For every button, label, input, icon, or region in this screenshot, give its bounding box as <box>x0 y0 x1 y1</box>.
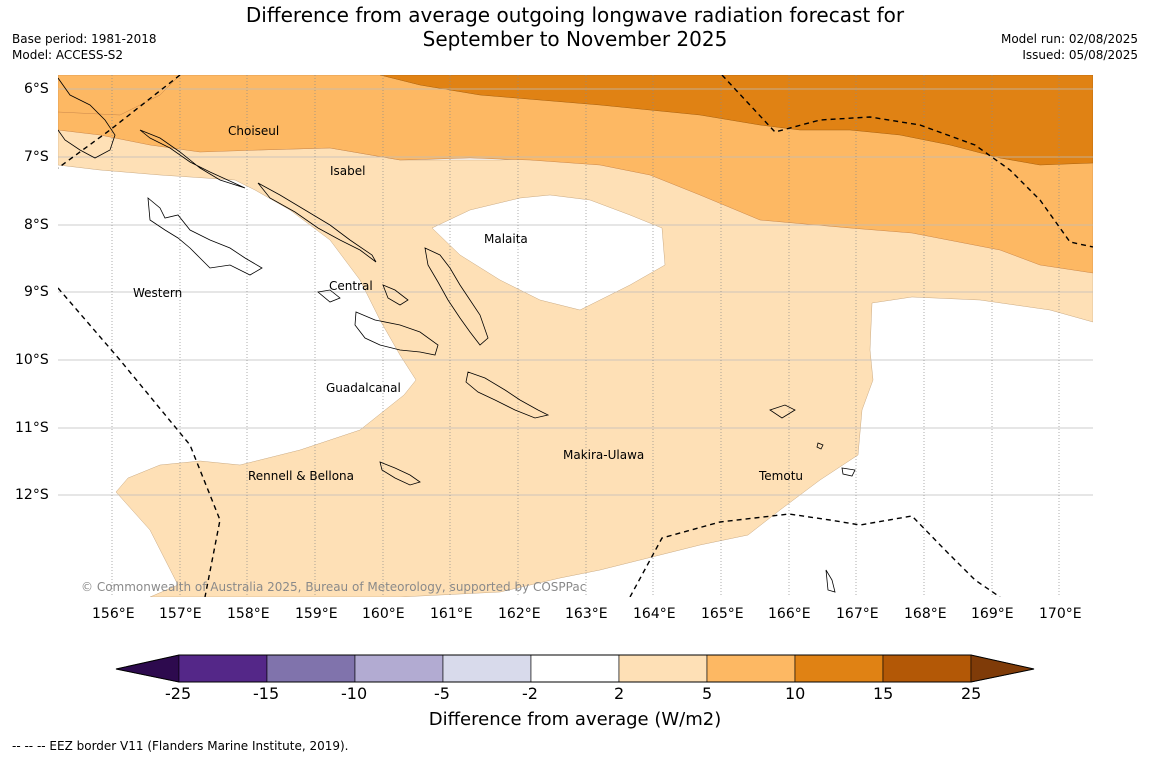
coastlines <box>58 77 856 593</box>
lon-tick-169e: 169°E <box>971 606 1014 622</box>
colorbar-bin-2 <box>266 654 356 683</box>
lon-tick-156e: 156°E <box>92 606 135 622</box>
colorbar-bin-1 <box>178 654 268 683</box>
guadalcanal-coast <box>354 311 439 356</box>
colorbar-tick-neg15: -15 <box>253 684 280 703</box>
lat-tick-7s: 7°S <box>24 149 49 165</box>
new-georgia-coast <box>147 197 263 276</box>
colorbar-tick-15: 15 <box>873 684 894 703</box>
colorbar-tick-neg25: -25 <box>165 684 192 703</box>
bougainville-coast <box>58 77 116 159</box>
colorbar-tick-25: 25 <box>961 684 982 703</box>
nendo-coast <box>769 404 796 419</box>
map-title: Difference from average outgoing longwav… <box>0 3 1150 51</box>
lat-tick-9s: 9°S <box>24 284 49 300</box>
region-label-guadalcanal: Guadalcanal <box>326 381 401 395</box>
makira-coast <box>465 371 550 419</box>
colorbar-tick-neg5: -5 <box>434 684 450 703</box>
lat-tick-6s: 6°S <box>24 81 49 97</box>
region-label-choiseul: Choiseul <box>228 124 280 138</box>
anomaly-region-5-10-west <box>58 75 181 116</box>
florida-islands-coast <box>317 289 341 303</box>
colorbar-bin-4 <box>442 654 532 683</box>
meta-left: Base period: 1981-2018 Model: ACCESS-S2 <box>12 31 157 63</box>
region-label-isabel: Isabel <box>330 164 366 178</box>
eez-border-note: -- -- -- EEZ border V11 (Flanders Marine… <box>12 739 349 753</box>
lon-tick-166e: 166°E <box>768 606 811 622</box>
lon-tick-160e: 160°E <box>362 606 405 622</box>
lon-tick-165e: 165°E <box>701 606 744 622</box>
anuta-coast <box>825 569 836 593</box>
colorbar-bin-6 <box>618 654 708 683</box>
lon-tick-158e: 158°E <box>227 606 270 622</box>
region-label-temotu: Temotu <box>759 469 804 483</box>
colorbar <box>115 654 1035 683</box>
lat-tick-10s: 10°S <box>15 352 49 368</box>
lon-tick-168e: 168°E <box>904 606 947 622</box>
region-label-central: Central <box>329 279 373 293</box>
rennell-coast <box>379 461 421 486</box>
colorbar-under-triangle <box>115 654 180 683</box>
colorbar-outline <box>115 654 1035 683</box>
anomaly-region-10-15 <box>379 75 1093 166</box>
lon-tick-159e: 159°E <box>295 606 338 622</box>
lon-tick-164e: 164°E <box>633 606 676 622</box>
copyright-notice: © Commonwealth of Australia 2025, Bureau… <box>81 580 587 594</box>
lat-tick-12s: 12°S <box>15 487 49 503</box>
colorbar-bin-3 <box>354 654 444 683</box>
colorbar-label: Difference from average (W/m2) <box>428 709 722 730</box>
colorbar-tick-5: 5 <box>702 684 713 703</box>
colorbar-tick-neg10: -10 <box>341 684 368 703</box>
title-line-2: September to November 2025 <box>422 27 728 51</box>
eez-borders <box>58 75 1093 597</box>
region-label-malaita: Malaita <box>484 232 528 246</box>
colorbar-bin-7 <box>706 654 796 683</box>
model-name: Model: ACCESS-S2 <box>12 48 124 62</box>
colorbar-over-triangle <box>970 654 1035 683</box>
title-line-1: Difference from average outgoing longwav… <box>245 3 905 27</box>
colorbar-tick-neg2: -2 <box>522 684 538 703</box>
neutral-region-malaita <box>431 194 666 311</box>
region-label-makira-ulawa: Makira-Ulawa <box>563 448 645 462</box>
isabel-coast <box>257 182 377 263</box>
utupua-coast <box>816 442 824 450</box>
model-run: Model run: 02/08/2025 <box>1000 32 1138 46</box>
lon-tick-167e: 167°E <box>836 606 879 622</box>
lon-tick-157e: 157°E <box>159 606 202 622</box>
lon-tick-170e: 170°E <box>1039 606 1082 622</box>
issued-date: Issued: 05/08/2025 <box>1022 48 1138 62</box>
lat-tick-8s: 8°S <box>24 217 49 233</box>
vanikoro-coast <box>841 467 856 477</box>
lat-tick-11s: 11°S <box>15 420 49 436</box>
graticule <box>58 88 1093 496</box>
colorbar-bin-8 <box>794 654 884 683</box>
lon-tick-163e: 163°E <box>565 606 608 622</box>
base-period: Base period: 1981-2018 <box>12 32 157 46</box>
colorbar-bin-9 <box>882 654 972 683</box>
lon-tick-162e: 162°E <box>498 606 541 622</box>
lon-tick-161e: 161°E <box>430 606 473 622</box>
colorbar-tick-2: 2 <box>614 684 625 703</box>
region-label-western: Western <box>133 286 183 300</box>
malaita-coast <box>424 247 489 346</box>
meridians <box>111 75 1060 597</box>
savo-coast <box>382 284 409 306</box>
choiseul-coast <box>139 129 246 189</box>
region-label-rennell-bellona: Rennell & Bellona <box>248 469 355 483</box>
meta-right: Model run: 02/08/2025 Issued: 05/08/2025 <box>1001 31 1138 63</box>
colorbar-bin-5 <box>530 654 620 683</box>
colorbar-tick-10: 10 <box>785 684 806 703</box>
